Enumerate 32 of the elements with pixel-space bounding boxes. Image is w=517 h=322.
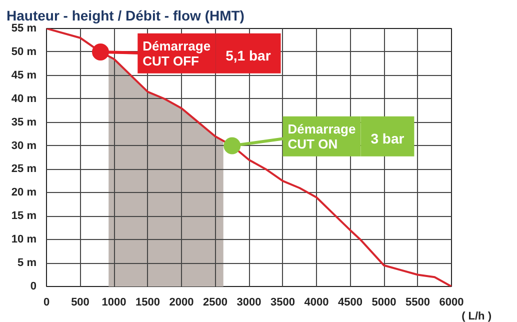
y-tick-label: 15 m <box>11 210 37 222</box>
x-tick-label: 6000 <box>439 296 464 308</box>
annotation: Démarrage CUT OFF <box>142 38 211 68</box>
y-tick-label: 40 m <box>11 92 37 105</box>
y-tick-label: 35 m <box>11 116 37 128</box>
y-tick-label: 0 <box>30 280 37 292</box>
x-tick-label: 2500 <box>203 296 228 308</box>
y-tick-label: 45 m <box>11 69 37 82</box>
x-tick-label: 500 <box>71 296 90 308</box>
y-tick-label: 30 m <box>11 140 37 152</box>
x-tick-label: 4500 <box>338 296 362 308</box>
y-tick-label: 55 m <box>11 22 37 34</box>
y-tick-label: 20 m <box>11 186 37 199</box>
x-tick-label: 2000 <box>169 296 194 308</box>
x-tick-label: 3000 <box>236 296 262 308</box>
x-tick-label: 0 <box>43 296 50 308</box>
x-tick-label: 1000 <box>102 296 126 308</box>
y-tick-label: 10 m <box>11 234 37 246</box>
y-tick-label: 25 m <box>11 163 37 176</box>
x-axis-title: ( L/h ) <box>462 310 492 322</box>
annotation: Démarrage CUT ON <box>288 121 356 152</box>
line-series <box>46 28 452 286</box>
y-tick-label: 50 m <box>11 46 37 58</box>
y-tick-label: 5 m <box>18 257 37 270</box>
chart-title: Hauteur - height / Débit - flow (HMT) <box>6 8 244 24</box>
x-tick-label: 4000 <box>304 296 329 308</box>
x-tick-label: 3500 <box>270 296 295 308</box>
x-tick-label: 5000 <box>372 296 396 308</box>
x-tick-label: 1500 <box>136 296 160 308</box>
x-tick-label: 5500 <box>406 296 430 308</box>
annotation: 5,1 bar <box>226 47 272 64</box>
annotation: 3 bar <box>370 130 405 146</box>
